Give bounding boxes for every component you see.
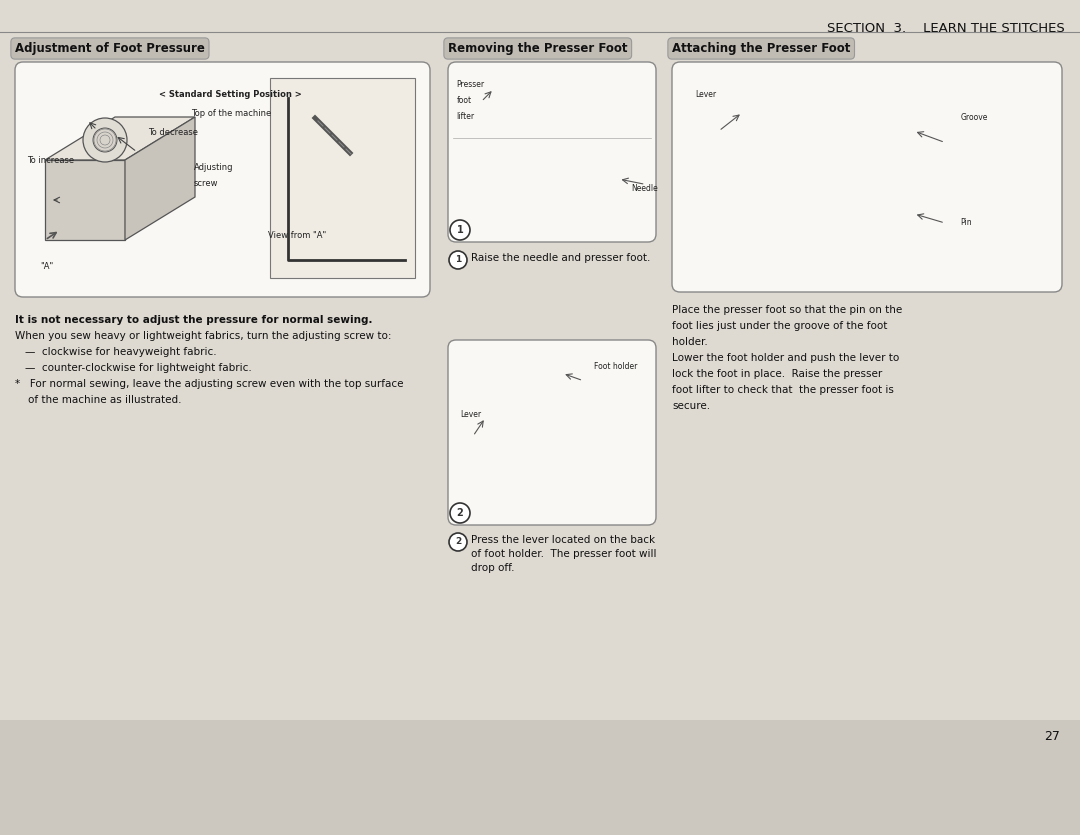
Text: —  clockwise for heavyweight fabric.: — clockwise for heavyweight fabric. (25, 347, 217, 357)
FancyBboxPatch shape (15, 62, 430, 297)
Circle shape (450, 503, 470, 523)
Text: lock the foot in place.  Raise the presser: lock the foot in place. Raise the presse… (672, 369, 882, 379)
Polygon shape (45, 117, 195, 160)
FancyBboxPatch shape (448, 62, 656, 242)
Text: "A": "A" (40, 261, 53, 271)
Text: View from "A": View from "A" (268, 231, 326, 240)
Text: When you sew heavy or lightweight fabrics, turn the adjusting screw to:: When you sew heavy or lightweight fabric… (15, 331, 391, 341)
Text: Pin: Pin (960, 219, 972, 227)
Circle shape (83, 118, 127, 162)
Text: Place the presser foot so that the pin on the: Place the presser foot so that the pin o… (672, 305, 902, 315)
Text: foot lifter to check that  the presser foot is: foot lifter to check that the presser fo… (672, 385, 894, 395)
Polygon shape (125, 117, 195, 240)
Text: Top of the machine: Top of the machine (191, 109, 271, 118)
Text: Groove: Groove (960, 113, 988, 122)
Text: secure.: secure. (672, 401, 711, 411)
Text: Lever: Lever (696, 89, 716, 99)
Text: 2: 2 (455, 538, 461, 546)
FancyBboxPatch shape (672, 62, 1062, 292)
Text: Removing the Presser Foot: Removing the Presser Foot (448, 42, 627, 55)
FancyBboxPatch shape (0, 720, 1080, 835)
Text: *   For normal sewing, leave the adjusting screw even with the top surface: * For normal sewing, leave the adjusting… (15, 379, 404, 389)
FancyBboxPatch shape (0, 0, 1080, 720)
Text: lifter: lifter (457, 113, 474, 121)
Text: 1: 1 (455, 256, 461, 265)
Text: Needle: Needle (631, 185, 658, 194)
Circle shape (449, 533, 467, 551)
Text: To decrease: To decrease (148, 128, 198, 137)
FancyBboxPatch shape (448, 340, 656, 525)
Text: Raise the needle and presser foot.: Raise the needle and presser foot. (471, 253, 650, 263)
Text: < Standard Setting Position >: < Standard Setting Position > (160, 90, 302, 99)
Text: Press the lever located on the back
of foot holder.  The presser foot will
drop : Press the lever located on the back of f… (471, 535, 657, 573)
Text: It is not necessary to adjust the pressure for normal sewing.: It is not necessary to adjust the pressu… (15, 315, 373, 325)
Text: Adjusting: Adjusting (193, 163, 233, 172)
Polygon shape (45, 160, 125, 240)
Text: —  counter-clockwise for lightweight fabric.: — counter-clockwise for lightweight fabr… (25, 363, 252, 373)
Circle shape (450, 220, 470, 240)
Circle shape (93, 128, 117, 152)
Text: Lower the foot holder and push the lever to: Lower the foot holder and push the lever… (672, 353, 900, 363)
Text: of the machine as illustrated.: of the machine as illustrated. (15, 395, 181, 405)
FancyBboxPatch shape (0, 635, 1080, 835)
Text: screw: screw (193, 180, 218, 189)
Text: 27: 27 (1044, 730, 1059, 743)
Text: foot lies just under the groove of the foot: foot lies just under the groove of the f… (672, 321, 888, 331)
Circle shape (449, 251, 467, 269)
Text: foot: foot (457, 96, 472, 105)
Text: 1: 1 (457, 225, 463, 235)
Text: 2: 2 (457, 508, 463, 518)
Text: To increase: To increase (27, 156, 75, 165)
Text: Presser: Presser (457, 80, 485, 89)
Text: Adjustment of Foot Pressure: Adjustment of Foot Pressure (15, 42, 205, 55)
Text: Lever: Lever (460, 410, 482, 419)
Text: Foot holder: Foot holder (594, 362, 637, 372)
Text: SECTION  3.    LEARN THE STITCHES: SECTION 3. LEARN THE STITCHES (827, 22, 1065, 35)
FancyBboxPatch shape (270, 78, 415, 278)
Text: Attaching the Presser Foot: Attaching the Presser Foot (672, 42, 850, 55)
Text: holder.: holder. (672, 337, 707, 347)
